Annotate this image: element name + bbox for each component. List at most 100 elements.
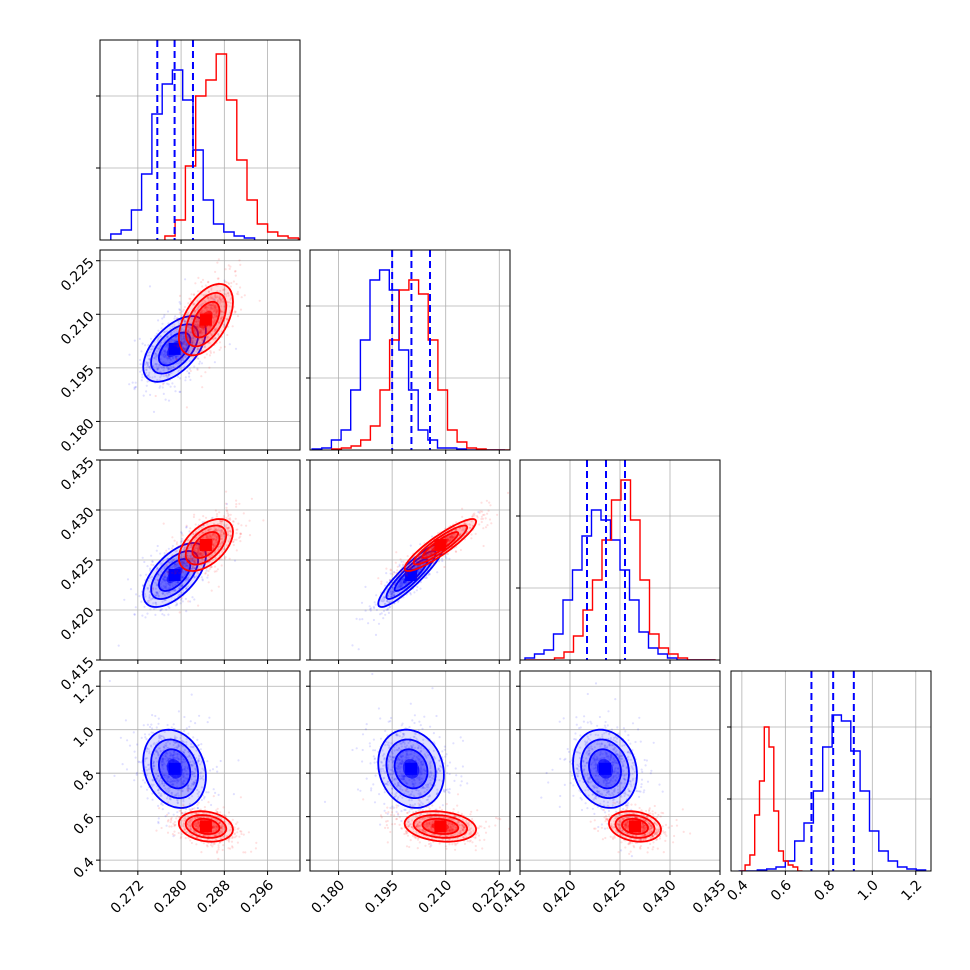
sample-point: [198, 668, 200, 670]
sample-point: [226, 333, 229, 337]
sample-point: [404, 573, 408, 576]
sample-point: [171, 566, 174, 569]
panel-frame: [309, 249, 511, 451]
sample-point: [167, 812, 170, 815]
sample-point: [517, 494, 519, 496]
sample-point: [150, 731, 153, 734]
sample-point: [372, 605, 375, 608]
sample-point: [155, 726, 158, 729]
contour-line: [177, 518, 234, 572]
sample-point: [136, 743, 139, 746]
sample-point: [187, 539, 190, 542]
sample-point: [148, 595, 151, 599]
sample-point: [190, 338, 193, 341]
sample-point: [222, 288, 225, 291]
histogram-panel-2: [524, 460, 716, 660]
sample-point: [211, 534, 214, 537]
sample-point: [203, 306, 206, 309]
sample-point: [165, 565, 168, 568]
sample-point: [212, 298, 215, 301]
sample-point: [170, 371, 173, 374]
sample-point: [464, 522, 467, 525]
sample-point: [161, 354, 165, 357]
sample-point: [221, 535, 224, 538]
peak-cell: [168, 342, 181, 355]
sample-point: [164, 350, 167, 353]
sample-point: [185, 524, 188, 527]
sample-point: [188, 557, 191, 560]
sample-point: [181, 740, 184, 743]
contour-line: [157, 558, 192, 592]
sample-point: [167, 774, 170, 778]
sample-point: [183, 548, 186, 551]
sample-point: [231, 520, 235, 523]
sample-point: [167, 561, 170, 564]
sample-point: [425, 553, 428, 556]
sample-point: [157, 789, 160, 792]
sample-point: [234, 310, 237, 313]
sample-point: [206, 306, 209, 309]
sample-point: [181, 760, 184, 764]
sample-point: [165, 375, 168, 378]
panel-frame: [99, 249, 301, 451]
sample-point: [193, 781, 196, 785]
sample-point: [399, 558, 402, 561]
sample-point: [389, 590, 392, 593]
sample-point: [133, 613, 136, 616]
sample-point: [197, 560, 201, 564]
sample-point: [173, 757, 176, 760]
sample-point: [191, 543, 194, 546]
sample-point: [196, 550, 199, 553]
sample-point: [190, 554, 193, 557]
sample-point: [199, 330, 202, 333]
sample-point: [193, 329, 196, 332]
sample-point: [180, 577, 183, 580]
sample-point: [201, 553, 204, 556]
sample-point: [433, 562, 436, 565]
sample-point: [213, 310, 216, 313]
sample-point: [175, 358, 178, 361]
sample-point: [157, 336, 160, 339]
sample-point: [188, 808, 191, 811]
sample-point: [189, 546, 192, 549]
sample-point: [187, 750, 190, 753]
sample-point: [182, 358, 185, 361]
sample-point: [207, 336, 210, 339]
sample-point: [209, 306, 212, 309]
sample-point: [381, 600, 384, 603]
sample-point: [225, 525, 228, 529]
sample-point: [223, 292, 226, 296]
sample-point: [236, 290, 239, 294]
sample-point: [235, 549, 238, 552]
sample-point: [169, 584, 172, 587]
sample-point: [212, 316, 215, 319]
contour-line: [412, 524, 469, 566]
sample-point: [198, 347, 201, 350]
sample-point: [176, 792, 179, 795]
sample-point: [198, 553, 201, 556]
sample-point: [197, 759, 200, 763]
sample-point: [218, 298, 221, 301]
sample-point: [380, 580, 383, 583]
sample-point: [215, 536, 218, 539]
sample-point: [187, 328, 190, 331]
sample-point: [143, 605, 146, 608]
sample-point: [197, 552, 200, 555]
sample-point: [190, 342, 194, 345]
sample-point: [192, 557, 195, 560]
sample-point: [159, 345, 162, 348]
sample-point: [157, 574, 160, 577]
sample-point: [203, 563, 206, 566]
sample-point: [162, 369, 165, 372]
sample-point: [202, 302, 205, 305]
sample-point: [243, 294, 246, 297]
panel-grid: [310, 460, 510, 660]
sample-point: [194, 546, 197, 549]
sample-point: [386, 599, 389, 602]
sample-point: [364, 609, 367, 612]
sample-point: [140, 350, 143, 353]
sample-point: [455, 521, 458, 524]
sample-point: [441, 557, 444, 560]
sample-point: [157, 804, 160, 808]
sample-point: [202, 775, 205, 778]
